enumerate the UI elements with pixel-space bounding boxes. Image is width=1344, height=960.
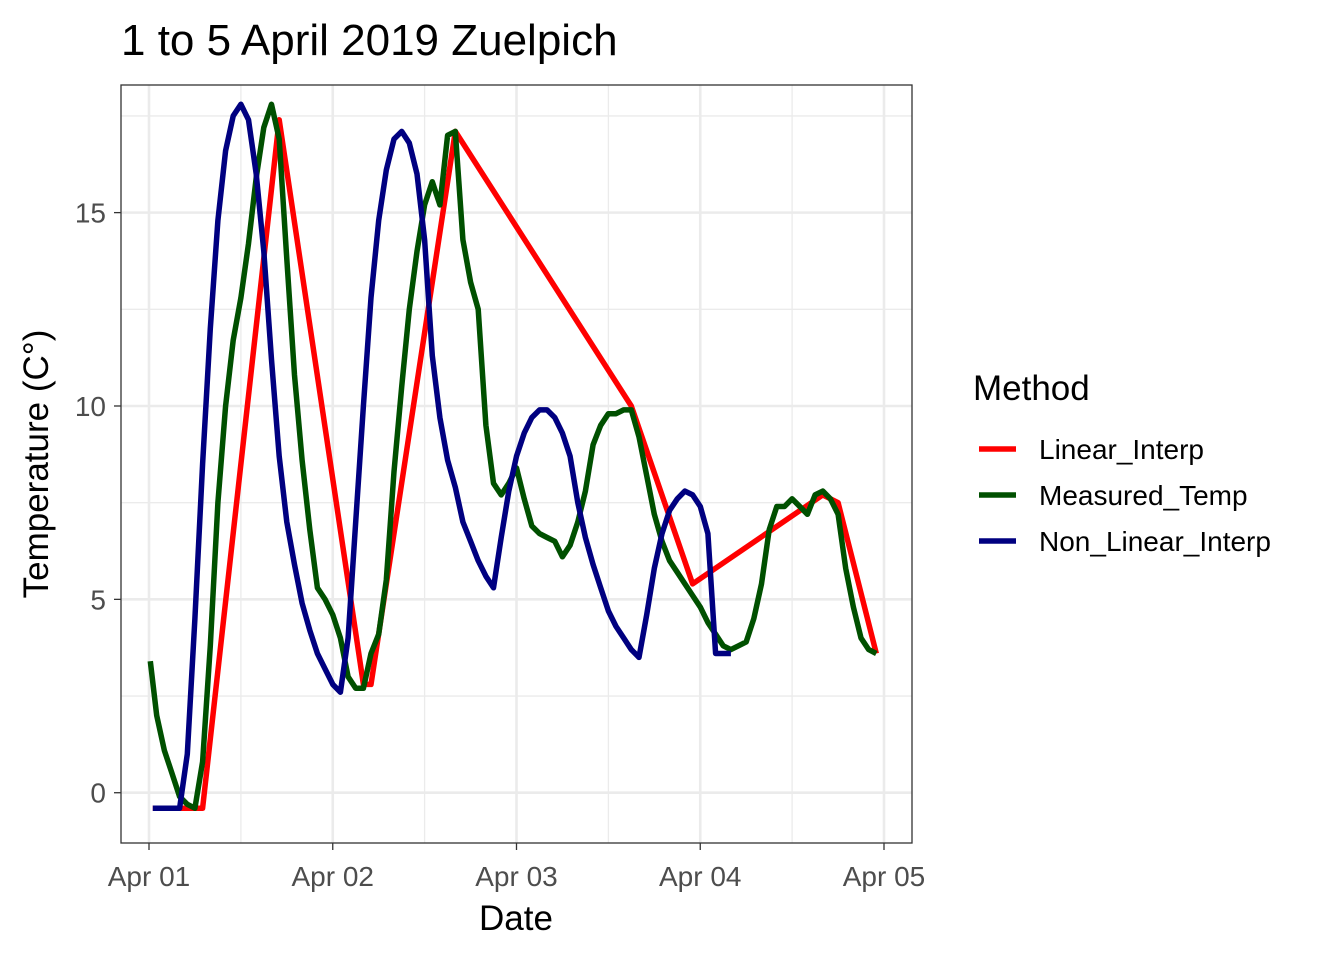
- legend-label: Measured_Temp: [1039, 480, 1248, 511]
- legend-item: Measured_Temp: [979, 480, 1248, 511]
- legend: Method Linear_Interp Measured_Temp Non_Lin…: [973, 369, 1271, 557]
- y-axis-title: Temperature (C°): [17, 330, 56, 599]
- x-axis: Apr 01 Apr 02 Apr 03 Apr 04 Apr 05: [108, 843, 926, 892]
- series-layer: [147, 101, 879, 811]
- plot-panel: [120, 84, 913, 844]
- series-line-non-linear-interp: [152, 101, 731, 811]
- legend-items: Linear_Interp Measured_Temp Non_Linear_Int…: [979, 434, 1271, 557]
- chart-title: 1 to 5 April 2019 Zuelpich: [121, 16, 618, 65]
- legend-label: Non_Linear_Interp: [1039, 526, 1271, 557]
- x-tick-label: Apr 03: [475, 861, 558, 892]
- legend-title: Method: [973, 369, 1090, 408]
- legend-item: Linear_Interp: [979, 434, 1204, 465]
- y-tick-label: 10: [75, 391, 106, 422]
- x-tick-label: Apr 05: [843, 861, 926, 892]
- legend-item: Non_Linear_Interp: [979, 526, 1271, 557]
- x-tick-label: Apr 02: [292, 861, 375, 892]
- y-tick-label: 15: [75, 198, 106, 229]
- y-tick-label: 0: [90, 778, 106, 809]
- y-axis: 0 5 10 15: [75, 198, 121, 809]
- x-tick-label: Apr 01: [108, 861, 191, 892]
- y-tick-label: 5: [90, 584, 106, 615]
- x-axis-title: Date: [479, 899, 553, 938]
- legend-label: Linear_Interp: [1039, 434, 1204, 465]
- x-tick-label: Apr 04: [659, 861, 742, 892]
